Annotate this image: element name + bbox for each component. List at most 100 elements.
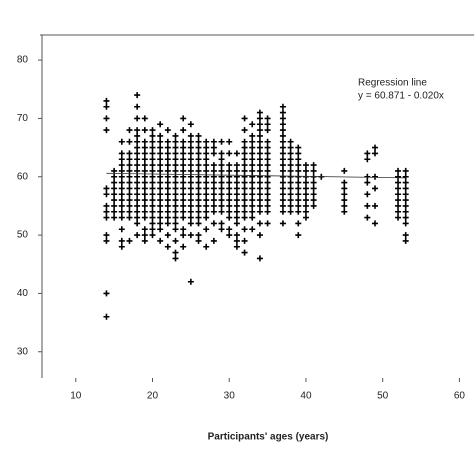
point (364, 156, 371, 163)
point (149, 232, 156, 239)
point (295, 150, 302, 157)
point (218, 208, 225, 215)
point (203, 226, 210, 233)
point (195, 208, 202, 215)
annotation: y = 60.871 - 0.020x (358, 91, 444, 102)
point (203, 191, 210, 198)
point (103, 202, 110, 209)
x-tick-label: 50 (377, 391, 389, 402)
point (180, 150, 187, 157)
point (279, 121, 286, 128)
point (157, 197, 164, 204)
point (141, 185, 148, 192)
point (141, 144, 148, 151)
point (310, 179, 317, 186)
point (310, 185, 317, 192)
point (287, 167, 294, 174)
point (364, 214, 371, 221)
point (172, 197, 179, 204)
point (210, 162, 217, 169)
point (195, 191, 202, 198)
point (210, 220, 217, 227)
point (241, 179, 248, 186)
point (195, 132, 202, 139)
point (157, 220, 164, 227)
point (195, 185, 202, 192)
point (187, 121, 194, 128)
point (172, 226, 179, 233)
point (141, 179, 148, 186)
point (218, 150, 225, 157)
point (395, 197, 402, 204)
point (164, 220, 171, 227)
point (172, 202, 179, 209)
x-tick-label: 30 (224, 391, 236, 402)
point (249, 162, 256, 169)
point (256, 156, 263, 163)
point (187, 138, 194, 145)
point (157, 173, 164, 180)
point (141, 214, 148, 221)
point (302, 162, 309, 169)
point (164, 162, 171, 169)
regression-line (106, 172, 406, 179)
point (295, 156, 302, 163)
point (164, 127, 171, 134)
point (402, 214, 409, 221)
point (302, 185, 309, 192)
point (233, 220, 240, 227)
point (287, 208, 294, 215)
point (103, 232, 110, 239)
point (279, 150, 286, 157)
point (226, 185, 233, 192)
point (141, 226, 148, 233)
point (241, 208, 248, 215)
point (126, 191, 133, 198)
point (164, 167, 171, 174)
point (210, 237, 217, 244)
point (210, 202, 217, 209)
point (134, 138, 141, 145)
point (256, 232, 263, 239)
point (226, 191, 233, 198)
point (187, 202, 194, 209)
point (118, 202, 125, 209)
point (256, 208, 263, 215)
point (187, 191, 194, 198)
point (233, 208, 240, 215)
point (103, 237, 110, 244)
point (134, 220, 141, 227)
point (172, 156, 179, 163)
point (249, 185, 256, 192)
point (203, 138, 210, 145)
point (195, 214, 202, 221)
point (364, 173, 371, 180)
point (241, 173, 248, 180)
point (157, 150, 164, 157)
point (402, 191, 409, 198)
point (172, 132, 179, 139)
point (249, 197, 256, 204)
point (218, 179, 225, 186)
point (149, 214, 156, 221)
point (126, 202, 133, 209)
point (164, 156, 171, 163)
point (126, 208, 133, 215)
point (187, 232, 194, 239)
point (157, 226, 164, 233)
point (118, 185, 125, 192)
point (395, 214, 402, 221)
point (103, 97, 110, 104)
point (279, 191, 286, 198)
point (134, 144, 141, 151)
point (249, 121, 256, 128)
point (341, 191, 348, 198)
point (233, 232, 240, 239)
point (134, 132, 141, 139)
point (141, 156, 148, 163)
point (118, 150, 125, 157)
point (149, 138, 156, 145)
point (395, 179, 402, 186)
point (295, 167, 302, 174)
point (279, 197, 286, 204)
